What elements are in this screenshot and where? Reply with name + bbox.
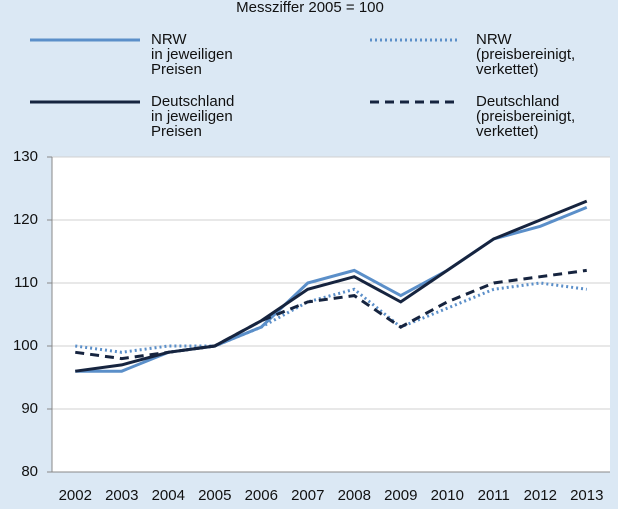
x-tick-label: 2008 (338, 487, 371, 504)
x-tick-label: 2009 (384, 487, 417, 504)
x-tick-label: 2013 (570, 487, 603, 504)
plot-area (52, 157, 610, 472)
legend-label: Deutschland in jeweiligen Preisen (151, 93, 235, 140)
y-tick-label: 90 (21, 400, 38, 417)
legend-label: NRW (preisbereinigt, verkettet) (476, 31, 576, 78)
y-tick-label: 100 (13, 337, 38, 354)
x-tick-label: 2011 (478, 487, 510, 504)
y-tick-label: 110 (14, 274, 38, 291)
x-tick-label: 2005 (198, 487, 231, 504)
legend-label: Deutschland (preisbereinigt, verkettet) (476, 93, 576, 140)
y-tick-label: 80 (21, 463, 38, 480)
x-tick-label: 2007 (291, 487, 324, 504)
x-tick-label: 2004 (152, 487, 185, 504)
line-series (75, 268, 587, 361)
chart-title: Messziffer 2005 = 100 (236, 0, 384, 16)
x-tick-label: 2012 (524, 487, 557, 504)
x-tick-label: 2010 (431, 487, 464, 504)
line-series (75, 281, 587, 354)
y-tick-label: 120 (13, 211, 38, 228)
x-tick-label: 2003 (105, 487, 138, 504)
x-tick-label: 2002 (59, 487, 92, 504)
y-tick-label: 130 (13, 148, 38, 165)
line-series (75, 199, 588, 373)
legend-label: NRW in jeweiligen Preisen (151, 31, 233, 78)
x-tick-label: 2006 (245, 487, 278, 504)
